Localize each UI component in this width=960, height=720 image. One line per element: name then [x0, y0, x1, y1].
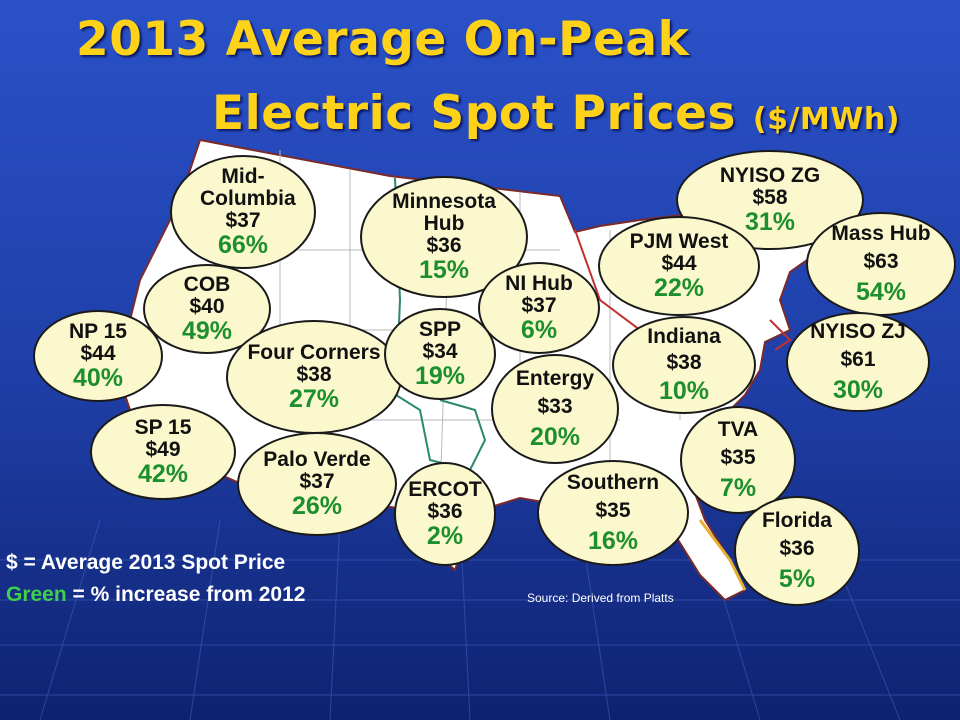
hub-price: $44 [80, 341, 116, 365]
hub-pct: 42% [137, 459, 189, 488]
hub-pct: 49% [181, 316, 233, 345]
source-note: Source: Derived from Platts [527, 591, 674, 605]
hub-price: $37 [521, 293, 557, 317]
hub-price: $44 [661, 251, 697, 275]
title-units: ($/MWh) [752, 102, 900, 137]
hub-name: ERCOT [408, 477, 482, 501]
hub-name: Florida [761, 508, 832, 532]
hub-mass-hub: Mass Hub $63 54% [806, 212, 956, 316]
hub-pct: 7% [719, 473, 757, 502]
hub-price: $58 [752, 185, 788, 209]
title-text: Electric Spot Prices [212, 86, 736, 141]
hub-name: Mass Hub [831, 221, 931, 245]
hub-price: $63 [863, 249, 899, 273]
background-grid [0, 519, 960, 720]
hub-price: $38 [666, 350, 702, 374]
hub-palo-verde: Palo Verde $37 26% [237, 432, 397, 536]
hub-pct: 20% [529, 422, 581, 451]
title-line-1: 2013 Average On-Peak [76, 12, 690, 67]
hub-mid-columbia: Mid-Columbia $37 66% [170, 155, 316, 269]
hub-np15: NP 15 $44 40% [33, 310, 163, 402]
hub-name: NYISO ZJ [810, 319, 906, 343]
hub-ni-hub: NI Hub $37 6% [478, 262, 600, 354]
hub-name: NP 15 [69, 319, 127, 343]
hub-price: $36 [426, 233, 462, 257]
hub-pjm-west: PJM West $44 22% [598, 216, 760, 316]
hub-price: $40 [189, 294, 225, 318]
hub-pct: 10% [658, 376, 710, 405]
hub-price: $36 [779, 536, 815, 560]
hub-name: Four Corners [247, 340, 381, 364]
hub-name: NI Hub [505, 271, 573, 295]
hub-price: $37 [299, 469, 335, 493]
hub-name: Entergy [515, 366, 595, 390]
hub-pct: 5% [778, 564, 816, 593]
hub-name: Minnesota Hub [392, 189, 496, 235]
hub-entergy: Entergy $33 20% [491, 354, 619, 464]
title-line-2: Electric Spot Prices ($/MWh) [212, 86, 900, 141]
hub-pct: 16% [587, 526, 639, 555]
hub-name: NYISO ZG [719, 163, 821, 187]
legend-green-word: Green [6, 583, 67, 606]
hub-price: $49 [145, 437, 181, 461]
hub-price: $35 [595, 498, 631, 522]
hub-spp: SPP $34 19% [384, 308, 496, 400]
hub-name: TVA [717, 417, 759, 441]
hub-tva: TVA $35 7% [680, 406, 796, 514]
hub-name: SP 15 [134, 415, 192, 439]
legend-increase-text: = % increase from 2012 [66, 583, 306, 606]
hub-pct: 22% [653, 273, 705, 302]
hub-price: $36 [427, 499, 463, 523]
hub-name: SPP [418, 317, 462, 341]
hub-price: $38 [296, 362, 332, 386]
hub-pct: 26% [291, 491, 343, 520]
hub-name: Indiana [647, 324, 721, 348]
florida-coast [698, 519, 747, 591]
hub-price: $33 [537, 394, 573, 418]
hub-ercot: ERCOT $36 2% [394, 462, 496, 566]
iso-boundary-east [574, 229, 792, 351]
hub-name: PJM West [629, 229, 729, 253]
hub-pct: 2% [426, 521, 464, 550]
legend-increase: Green = % increase from 2012 [6, 583, 305, 607]
hub-name: Palo Verde [263, 447, 371, 471]
hub-name: Southern [566, 470, 660, 494]
hub-four-corners: Four Corners $38 27% [226, 320, 402, 434]
hub-price: $61 [840, 347, 876, 371]
hub-pct: 31% [744, 207, 796, 236]
hub-price: $35 [720, 445, 756, 469]
hub-pct: 66% [217, 230, 269, 259]
hub-pct: 27% [288, 384, 340, 413]
hub-name: Mid-Columbia [200, 164, 296, 210]
hub-pct: 30% [832, 375, 884, 404]
hub-price: $37 [225, 208, 261, 232]
hub-pct: 6% [520, 315, 558, 344]
hub-florida: Florida $36 5% [734, 496, 860, 606]
hub-pct: 15% [418, 255, 470, 284]
hub-pct: 54% [855, 277, 907, 306]
hub-pct: 40% [72, 363, 124, 392]
legend-price: $ = Average 2013 Spot Price [6, 551, 286, 574]
hub-name: COB [183, 272, 231, 296]
hub-pct: 19% [414, 361, 466, 390]
hub-price: $34 [422, 339, 458, 363]
hub-indiana: Indiana $38 10% [612, 316, 756, 414]
hub-sp15: SP 15 $49 42% [90, 404, 236, 500]
hub-nyiso-zj: NYISO ZJ $61 30% [786, 312, 930, 412]
hub-southern: Southern $35 16% [537, 460, 689, 566]
